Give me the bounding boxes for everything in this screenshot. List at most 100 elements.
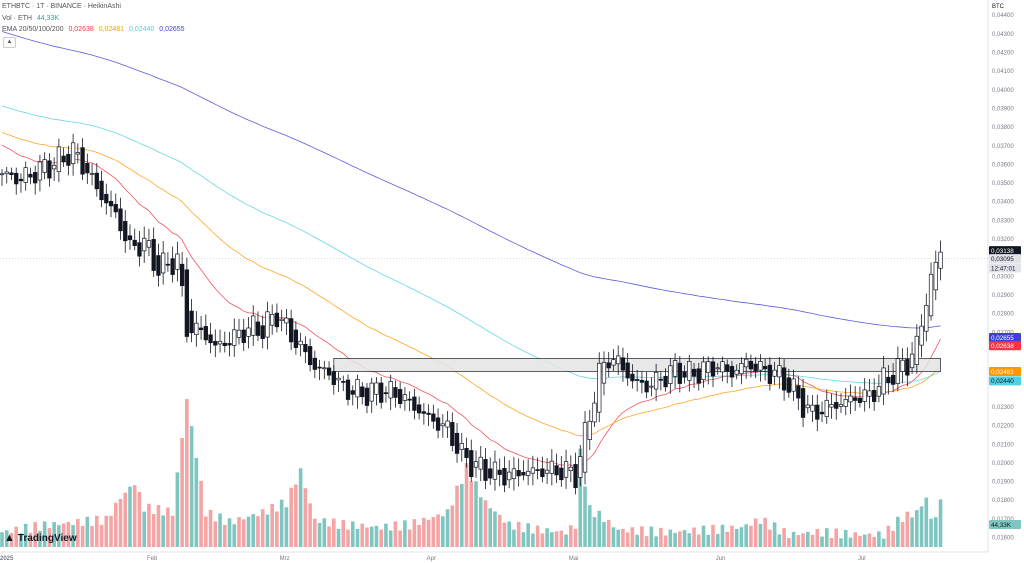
candle-down bbox=[260, 325, 265, 339]
candle-down bbox=[184, 269, 190, 337]
volume-bar bbox=[237, 517, 241, 547]
candle-up bbox=[824, 399, 829, 417]
candle-down bbox=[227, 343, 232, 346]
countdown-badge-bg bbox=[989, 263, 1021, 273]
time-tick-label: Apr bbox=[427, 556, 436, 562]
candle-down bbox=[165, 263, 171, 266]
price-tick-label: 0,02300 bbox=[992, 405, 1014, 411]
volume-bar bbox=[734, 528, 739, 547]
volume-bar bbox=[497, 514, 502, 547]
candle-up bbox=[511, 468, 517, 479]
volume-bar bbox=[66, 521, 71, 547]
price-tick-label: 0,01700 bbox=[992, 517, 1014, 523]
volume-bar bbox=[744, 524, 748, 547]
volume-bar bbox=[763, 517, 767, 547]
timeframe-label[interactable]: 1T bbox=[36, 3, 45, 10]
ha-close-badge: 0,03095 bbox=[991, 256, 1014, 263]
volume-bar bbox=[199, 480, 203, 547]
candle-up bbox=[928, 273, 934, 317]
candle-up bbox=[459, 442, 464, 450]
ema20-value: 0,02638 bbox=[68, 26, 94, 33]
ema20-badge: 0,02638 bbox=[991, 343, 1014, 350]
candle-down bbox=[886, 376, 891, 384]
volume-bar bbox=[772, 522, 777, 547]
volume-bar bbox=[768, 529, 772, 547]
candle-up bbox=[924, 305, 929, 332]
volume-bar bbox=[507, 521, 511, 547]
candle-down bbox=[364, 387, 370, 406]
volume-bar bbox=[630, 527, 635, 547]
volume-bar bbox=[592, 517, 597, 547]
candle-up bbox=[881, 367, 886, 395]
volume-bar bbox=[14, 526, 19, 547]
candle-down bbox=[407, 398, 412, 401]
ema-legend-label[interactable]: EMA 20/50/100/200 bbox=[2, 26, 64, 33]
volume-bar bbox=[644, 536, 649, 547]
volume-badge: 44,33K bbox=[991, 522, 1012, 529]
volume-bar bbox=[606, 520, 611, 547]
candle-down bbox=[213, 340, 218, 346]
candle-down bbox=[535, 469, 540, 471]
candle-down bbox=[488, 468, 493, 479]
candle-up bbox=[265, 311, 270, 338]
resistance-zone bbox=[333, 358, 941, 372]
volume-bar bbox=[369, 526, 374, 547]
candle-up bbox=[672, 360, 678, 377]
volume-bar bbox=[403, 520, 407, 547]
candle-down bbox=[203, 326, 208, 341]
candle-up bbox=[298, 340, 303, 346]
volume-bar bbox=[175, 472, 180, 547]
volume-bar bbox=[137, 491, 142, 547]
candle-down bbox=[710, 361, 716, 377]
volume-bar bbox=[806, 531, 810, 547]
candle-up bbox=[246, 327, 251, 337]
candle-down bbox=[857, 397, 863, 403]
volume-bar bbox=[749, 525, 753, 547]
volume-bar bbox=[621, 528, 625, 547]
volume-bar bbox=[834, 528, 839, 547]
candle-up bbox=[653, 371, 659, 390]
ema200-badge: 0,02655 bbox=[991, 335, 1014, 342]
candle-up bbox=[772, 369, 777, 377]
symbol-name[interactable]: ETHBTC bbox=[2, 3, 30, 10]
volume-bar bbox=[441, 516, 445, 547]
candle-down bbox=[360, 386, 365, 398]
exchange-label: BINANCE bbox=[50, 3, 82, 10]
collapse-legend-button[interactable]: ▲ bbox=[3, 37, 16, 48]
volume-bar bbox=[147, 503, 151, 547]
volume-bar bbox=[23, 523, 28, 547]
candle-up bbox=[810, 404, 815, 412]
volume-bar bbox=[711, 524, 715, 547]
ema200-line bbox=[1, 31, 941, 329]
volume-bar bbox=[232, 524, 237, 547]
candle-down bbox=[819, 411, 825, 415]
candle-up bbox=[251, 315, 256, 336]
candle-up bbox=[544, 469, 550, 474]
candle-up bbox=[492, 461, 498, 480]
candle-up bbox=[862, 389, 867, 402]
ema50-badge-bg bbox=[989, 367, 1021, 377]
ema50-value: 0,02481 bbox=[98, 26, 125, 33]
candle-down bbox=[435, 417, 441, 431]
volume-bar bbox=[185, 398, 189, 547]
candle-up bbox=[701, 361, 706, 381]
volume-legend-label[interactable]: Vol · ETH bbox=[2, 15, 32, 22]
volume-legend-value: 44,33K bbox=[36, 15, 60, 22]
candle-up bbox=[744, 358, 749, 368]
candle-down bbox=[66, 154, 71, 166]
volume-bar bbox=[502, 522, 507, 547]
candle-up bbox=[473, 461, 479, 468]
candle-up bbox=[687, 360, 692, 381]
ema-legend: EMA 20/50/100/200 0,02638 0,02481 0,0244… bbox=[2, 26, 185, 33]
candle-down bbox=[663, 375, 668, 388]
tradingview-logo[interactable]: ▲ TradingView bbox=[4, 532, 77, 544]
candle-up bbox=[592, 402, 597, 423]
volume-bar bbox=[531, 533, 535, 547]
candle-down bbox=[469, 450, 474, 478]
price-axis-unit[interactable]: BTC bbox=[992, 4, 1004, 10]
candle-up bbox=[232, 329, 237, 346]
candle-down bbox=[170, 258, 175, 275]
candle-down bbox=[345, 379, 351, 400]
